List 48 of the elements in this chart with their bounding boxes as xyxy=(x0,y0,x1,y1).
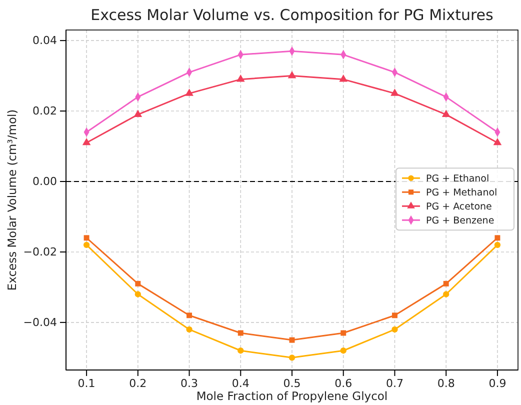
point xyxy=(494,242,501,248)
x-tick-label: 0.9 xyxy=(488,376,506,390)
y-tick-label: −0.04 xyxy=(23,316,57,329)
x-tick-label: 0.8 xyxy=(437,376,455,390)
point xyxy=(236,74,245,82)
y-tick-label: 0.04 xyxy=(32,34,57,48)
x-tick-label: 0.2 xyxy=(129,376,147,390)
point xyxy=(493,138,502,146)
point xyxy=(392,326,398,333)
point xyxy=(443,280,449,286)
legend-label: PG + Benzene xyxy=(426,216,494,227)
point xyxy=(186,326,192,333)
x-tick-label: 0.3 xyxy=(180,376,198,390)
x-tick-label: 0.5 xyxy=(283,376,301,390)
point xyxy=(82,138,91,146)
point xyxy=(442,110,450,117)
x-tick-label: 0.1 xyxy=(78,376,96,390)
point xyxy=(185,88,194,96)
point xyxy=(494,235,500,241)
point xyxy=(135,280,141,286)
point xyxy=(83,242,90,248)
point xyxy=(288,354,296,361)
x-tick-label: 0.7 xyxy=(386,376,404,390)
point xyxy=(134,291,141,298)
y-tick-label: −0.02 xyxy=(23,245,57,258)
y-axis-title: Excess Molar Volume (cm³/mol) xyxy=(5,109,19,291)
x-tick-label: 0.4 xyxy=(232,376,250,390)
point xyxy=(288,70,296,78)
chart-title: Excess Molar Volume vs. Composition for PG Mixtures xyxy=(90,6,494,24)
x-axis-title: Mole Fraction of Propylene Glycol xyxy=(196,389,388,403)
legend-label: PG + Acetone xyxy=(426,202,492,213)
point xyxy=(443,291,450,298)
point xyxy=(390,88,399,96)
point xyxy=(289,337,295,343)
legend-label: PG + Methanol xyxy=(426,188,498,199)
point xyxy=(186,312,192,318)
point xyxy=(238,348,244,354)
point xyxy=(392,312,398,318)
point xyxy=(340,330,346,336)
y-tick-label: 0.02 xyxy=(32,104,57,118)
point xyxy=(134,110,142,117)
legend-label: PG + Ethanol xyxy=(426,174,490,185)
y-tick-label: 0.00 xyxy=(32,175,57,188)
point xyxy=(84,235,90,241)
point xyxy=(238,330,244,336)
x-tick-label: 0.6 xyxy=(334,376,352,390)
point xyxy=(340,348,346,354)
point xyxy=(339,74,348,82)
